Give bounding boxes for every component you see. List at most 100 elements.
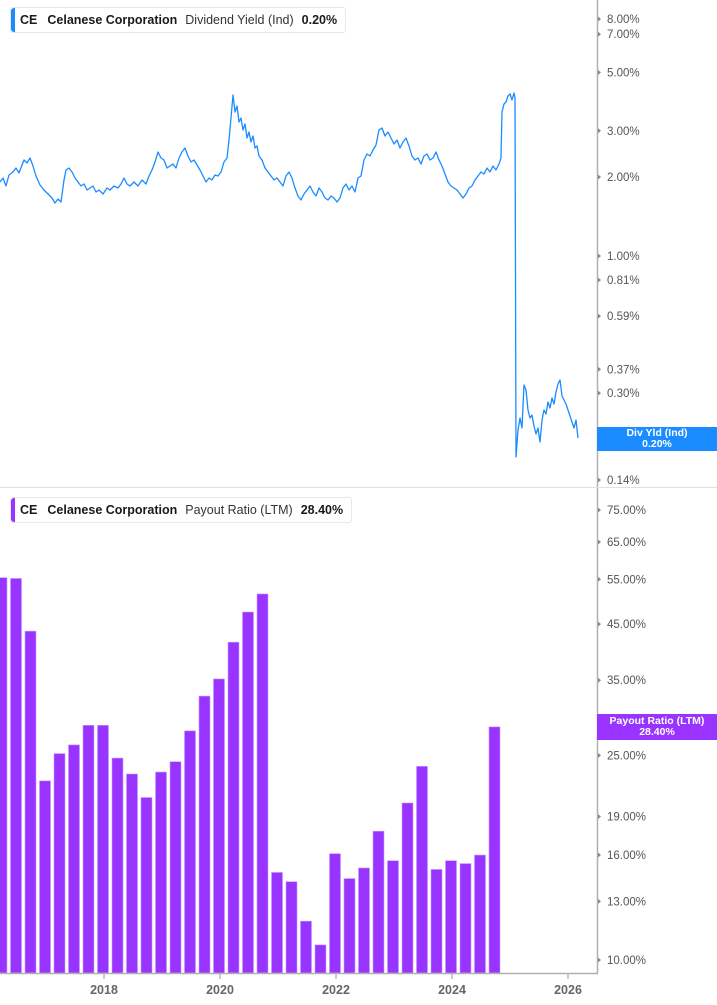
y-tick-label: 7.00%	[607, 29, 640, 41]
legend-value: 0.20%	[301, 13, 338, 27]
payout-bar[interactable]	[213, 678, 225, 974]
payout-bar[interactable]	[155, 771, 167, 974]
y-tick-label: 13.00%	[607, 896, 646, 908]
x-tick-label: 2026	[554, 983, 582, 997]
payout-ratio-chart: 75.00% 65.00% 55.00% 45.00% 35.00% 25.00% 19.0…	[0, 488, 646, 997]
payout-bar[interactable]	[358, 867, 370, 974]
payout-bar[interactable]	[445, 860, 457, 974]
x-axis-ticks: 2018 2020 2022 2024 2026	[90, 974, 582, 997]
tick-mark	[598, 814, 601, 820]
payout-bar[interactable]	[111, 757, 124, 974]
tick-mark	[598, 957, 601, 963]
y-tick-label: 0.14%	[607, 475, 640, 487]
badge-value: 0.20%	[642, 438, 672, 450]
y-tick-label: 1.00%	[607, 251, 640, 263]
payout-ratio-current-badge: Payout Ratio (LTM) 28.40%	[597, 714, 717, 740]
tick-mark	[598, 621, 601, 627]
y-tick-label: 65.00%	[607, 537, 646, 549]
legend-ticker: CE	[20, 503, 38, 517]
dividend-yield-line	[0, 92, 579, 458]
tick-mark	[598, 174, 601, 180]
payout-bar[interactable]	[198, 695, 211, 974]
badge-value: 28.40%	[639, 726, 675, 738]
y-tick-label: 2.00%	[607, 172, 640, 184]
y-tick-label: 0.37%	[607, 364, 640, 376]
x-tick-label: 2022	[322, 983, 350, 997]
y-tick-label: 16.00%	[607, 850, 646, 862]
x-tick-label: 2018	[90, 983, 118, 997]
x-tick-label: 2020	[206, 983, 234, 997]
legend-color-swatch	[11, 498, 15, 522]
tick-mark	[598, 16, 601, 22]
payout-bar[interactable]	[68, 744, 80, 974]
y-axis-ticks: 8.00% 7.00% 5.00% 3.00% 2.00% 1.00% 0.81% 0.59%…	[598, 14, 640, 487]
tick-mark	[598, 70, 601, 76]
payout-bar[interactable]	[10, 578, 22, 974]
payout-bar[interactable]	[416, 766, 428, 974]
tick-mark	[598, 539, 601, 545]
payout-bar[interactable]	[256, 593, 269, 974]
payout-ratio-panel: 75.00% 65.00% 55.00% 45.00% 35.00% 25.00% 19.0…	[0, 488, 717, 1005]
dividend-yield-chart: 8.00% 7.00% 5.00% 3.00% 2.00% 1.00% 0.81% 0.59%…	[0, 0, 640, 487]
payout-bar[interactable]	[488, 726, 501, 974]
legend-ticker: CE	[20, 13, 38, 27]
tick-mark	[598, 677, 601, 683]
tick-mark	[598, 898, 601, 904]
tick-mark	[598, 313, 601, 319]
payout-bar[interactable]	[387, 860, 399, 974]
tick-mark	[598, 752, 601, 758]
payout-bar[interactable]	[227, 641, 240, 974]
tick-mark	[598, 277, 601, 283]
payout-ratio-legend[interactable]: CE Celanese Corporation Payout Ratio (LT…	[10, 497, 353, 523]
payout-bar[interactable]	[459, 863, 472, 974]
payout-bar[interactable]	[169, 761, 182, 974]
payout-bar[interactable]	[126, 773, 138, 974]
tick-mark	[598, 576, 601, 582]
payout-bar[interactable]	[474, 854, 486, 974]
legend-company: Celanese Corporation	[47, 503, 178, 517]
payout-bar[interactable]	[271, 872, 283, 974]
legend-metric: Dividend Yield (Ind)	[185, 13, 294, 27]
payout-bar[interactable]	[140, 797, 153, 974]
dividend-yield-current-badge: Div Yld (Ind) 0.20%	[597, 427, 717, 451]
payout-bar[interactable]	[343, 878, 356, 974]
payout-bar[interactable]	[0, 577, 8, 974]
y-tick-label: 5.00%	[607, 68, 640, 80]
y-tick-label: 45.00%	[607, 619, 646, 631]
payout-bar[interactable]	[82, 725, 95, 974]
payout-bar[interactable]	[329, 853, 341, 974]
payout-bar[interactable]	[24, 630, 37, 974]
y-tick-label: 10.00%	[607, 955, 646, 967]
dividend-yield-panel: 8.00% 7.00% 5.00% 3.00% 2.00% 1.00% 0.81% 0.59%…	[0, 0, 717, 488]
tick-mark	[598, 366, 601, 372]
tick-mark	[598, 477, 601, 483]
payout-bar[interactable]	[285, 881, 298, 974]
y-axis-ticks: 75.00% 65.00% 55.00% 45.00% 35.00% 25.00% 19.0…	[598, 505, 646, 967]
payout-bar[interactable]	[53, 753, 66, 974]
payout-bar[interactable]	[242, 611, 254, 974]
payout-ratio-bars	[0, 577, 501, 974]
tick-mark	[598, 31, 601, 37]
badge-label: Payout Ratio (LTM)	[609, 715, 705, 727]
payout-bar[interactable]	[300, 920, 312, 974]
payout-bar[interactable]	[39, 780, 51, 974]
tick-mark	[598, 507, 601, 513]
x-tick-label: 2024	[438, 983, 466, 997]
y-tick-label: 75.00%	[607, 505, 646, 517]
y-tick-label: 8.00%	[607, 14, 640, 26]
payout-bar[interactable]	[401, 802, 414, 974]
legend-company: Celanese Corporation	[47, 13, 178, 27]
y-tick-label: 25.00%	[607, 750, 646, 762]
dividend-yield-legend[interactable]: CE Celanese Corporation Dividend Yield (…	[10, 7, 347, 33]
y-tick-label: 35.00%	[607, 675, 646, 687]
y-tick-label: 0.30%	[607, 388, 640, 400]
payout-bar[interactable]	[372, 830, 385, 974]
payout-bar[interactable]	[430, 869, 443, 974]
y-tick-label: 3.00%	[607, 126, 640, 138]
payout-bar[interactable]	[184, 730, 196, 974]
payout-bar[interactable]	[97, 725, 109, 974]
y-tick-label: 19.00%	[607, 812, 646, 824]
y-tick-label: 0.59%	[607, 311, 640, 323]
tick-mark	[598, 390, 601, 396]
payout-bar[interactable]	[314, 944, 327, 974]
